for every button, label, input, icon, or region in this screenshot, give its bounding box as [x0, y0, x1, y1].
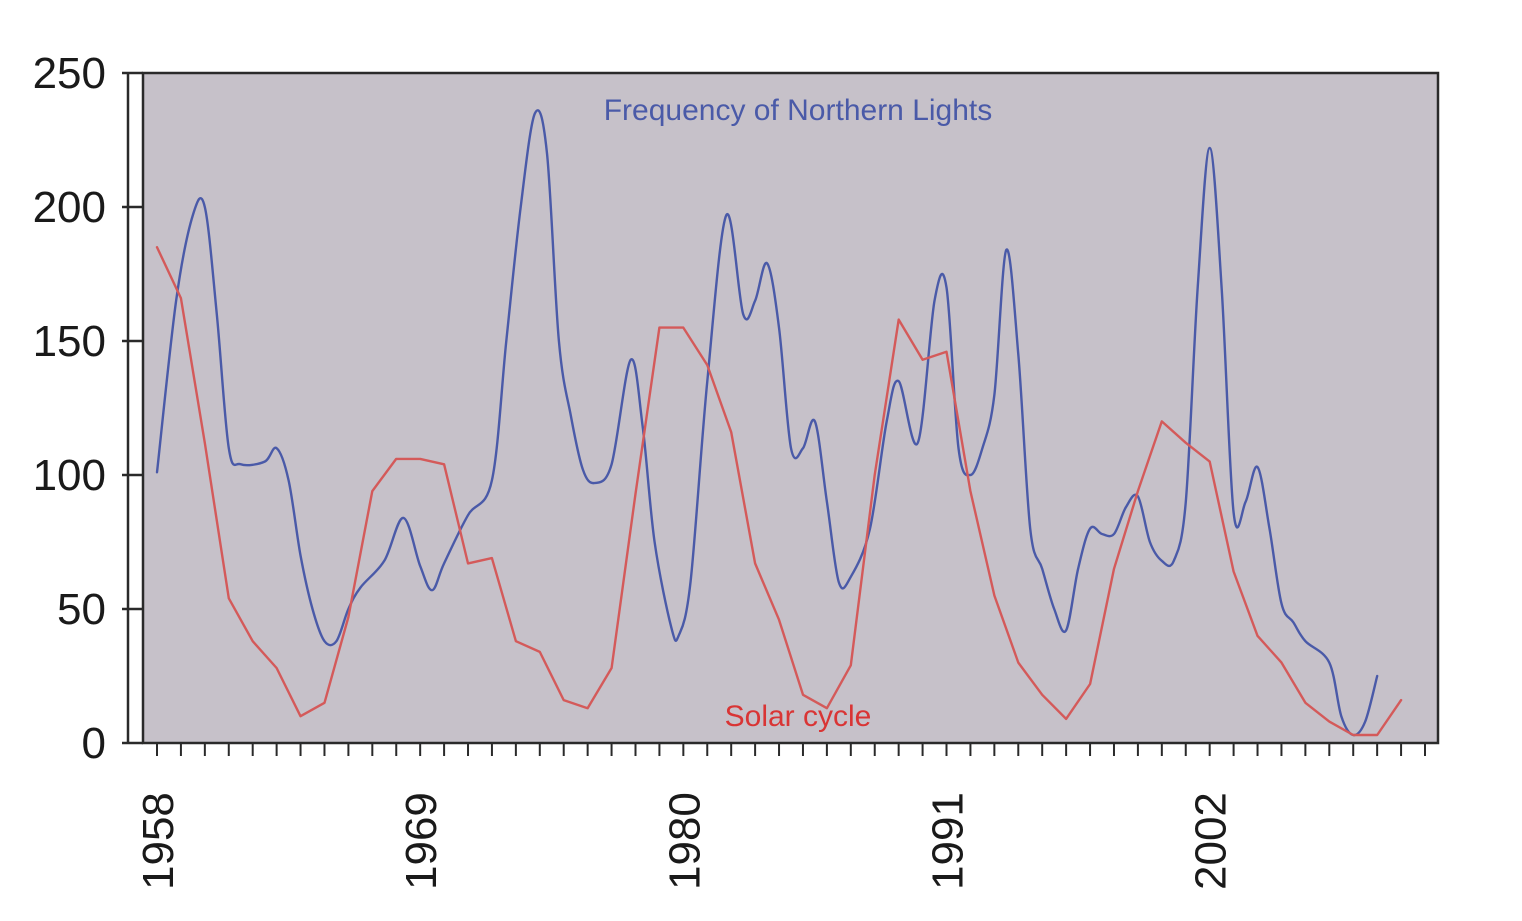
y-tick-label: 150	[33, 317, 106, 366]
northern-lights-line	[155, 109, 1379, 737]
series-label-northern-lights: Frequency of Northern Lights	[604, 94, 993, 127]
x-tick-label: 1991	[924, 792, 973, 890]
x-tick-label: 2002	[1187, 792, 1236, 890]
x-tick-label: 1980	[660, 792, 709, 890]
y-axis: 0 50 100 150 200 250	[33, 49, 143, 768]
x-tick-label: 1969	[397, 792, 446, 890]
plot-background	[141, 71, 1440, 745]
y-tick-label: 250	[33, 49, 106, 98]
series-label-solar-cycle: Solar cycle	[725, 700, 872, 733]
x-tick-label: 1958	[134, 792, 183, 890]
solar-cycle-line	[155, 246, 1403, 737]
y-tick-label: 0	[82, 719, 106, 768]
x-ticks	[156, 744, 1426, 756]
series-lines	[155, 109, 1403, 737]
y-tick-label: 200	[33, 183, 106, 232]
y-tick-label: 100	[33, 451, 106, 500]
x-axis: 1958 1969 1980 1991 2002	[134, 792, 1236, 890]
y-tick-label: 50	[57, 585, 106, 634]
